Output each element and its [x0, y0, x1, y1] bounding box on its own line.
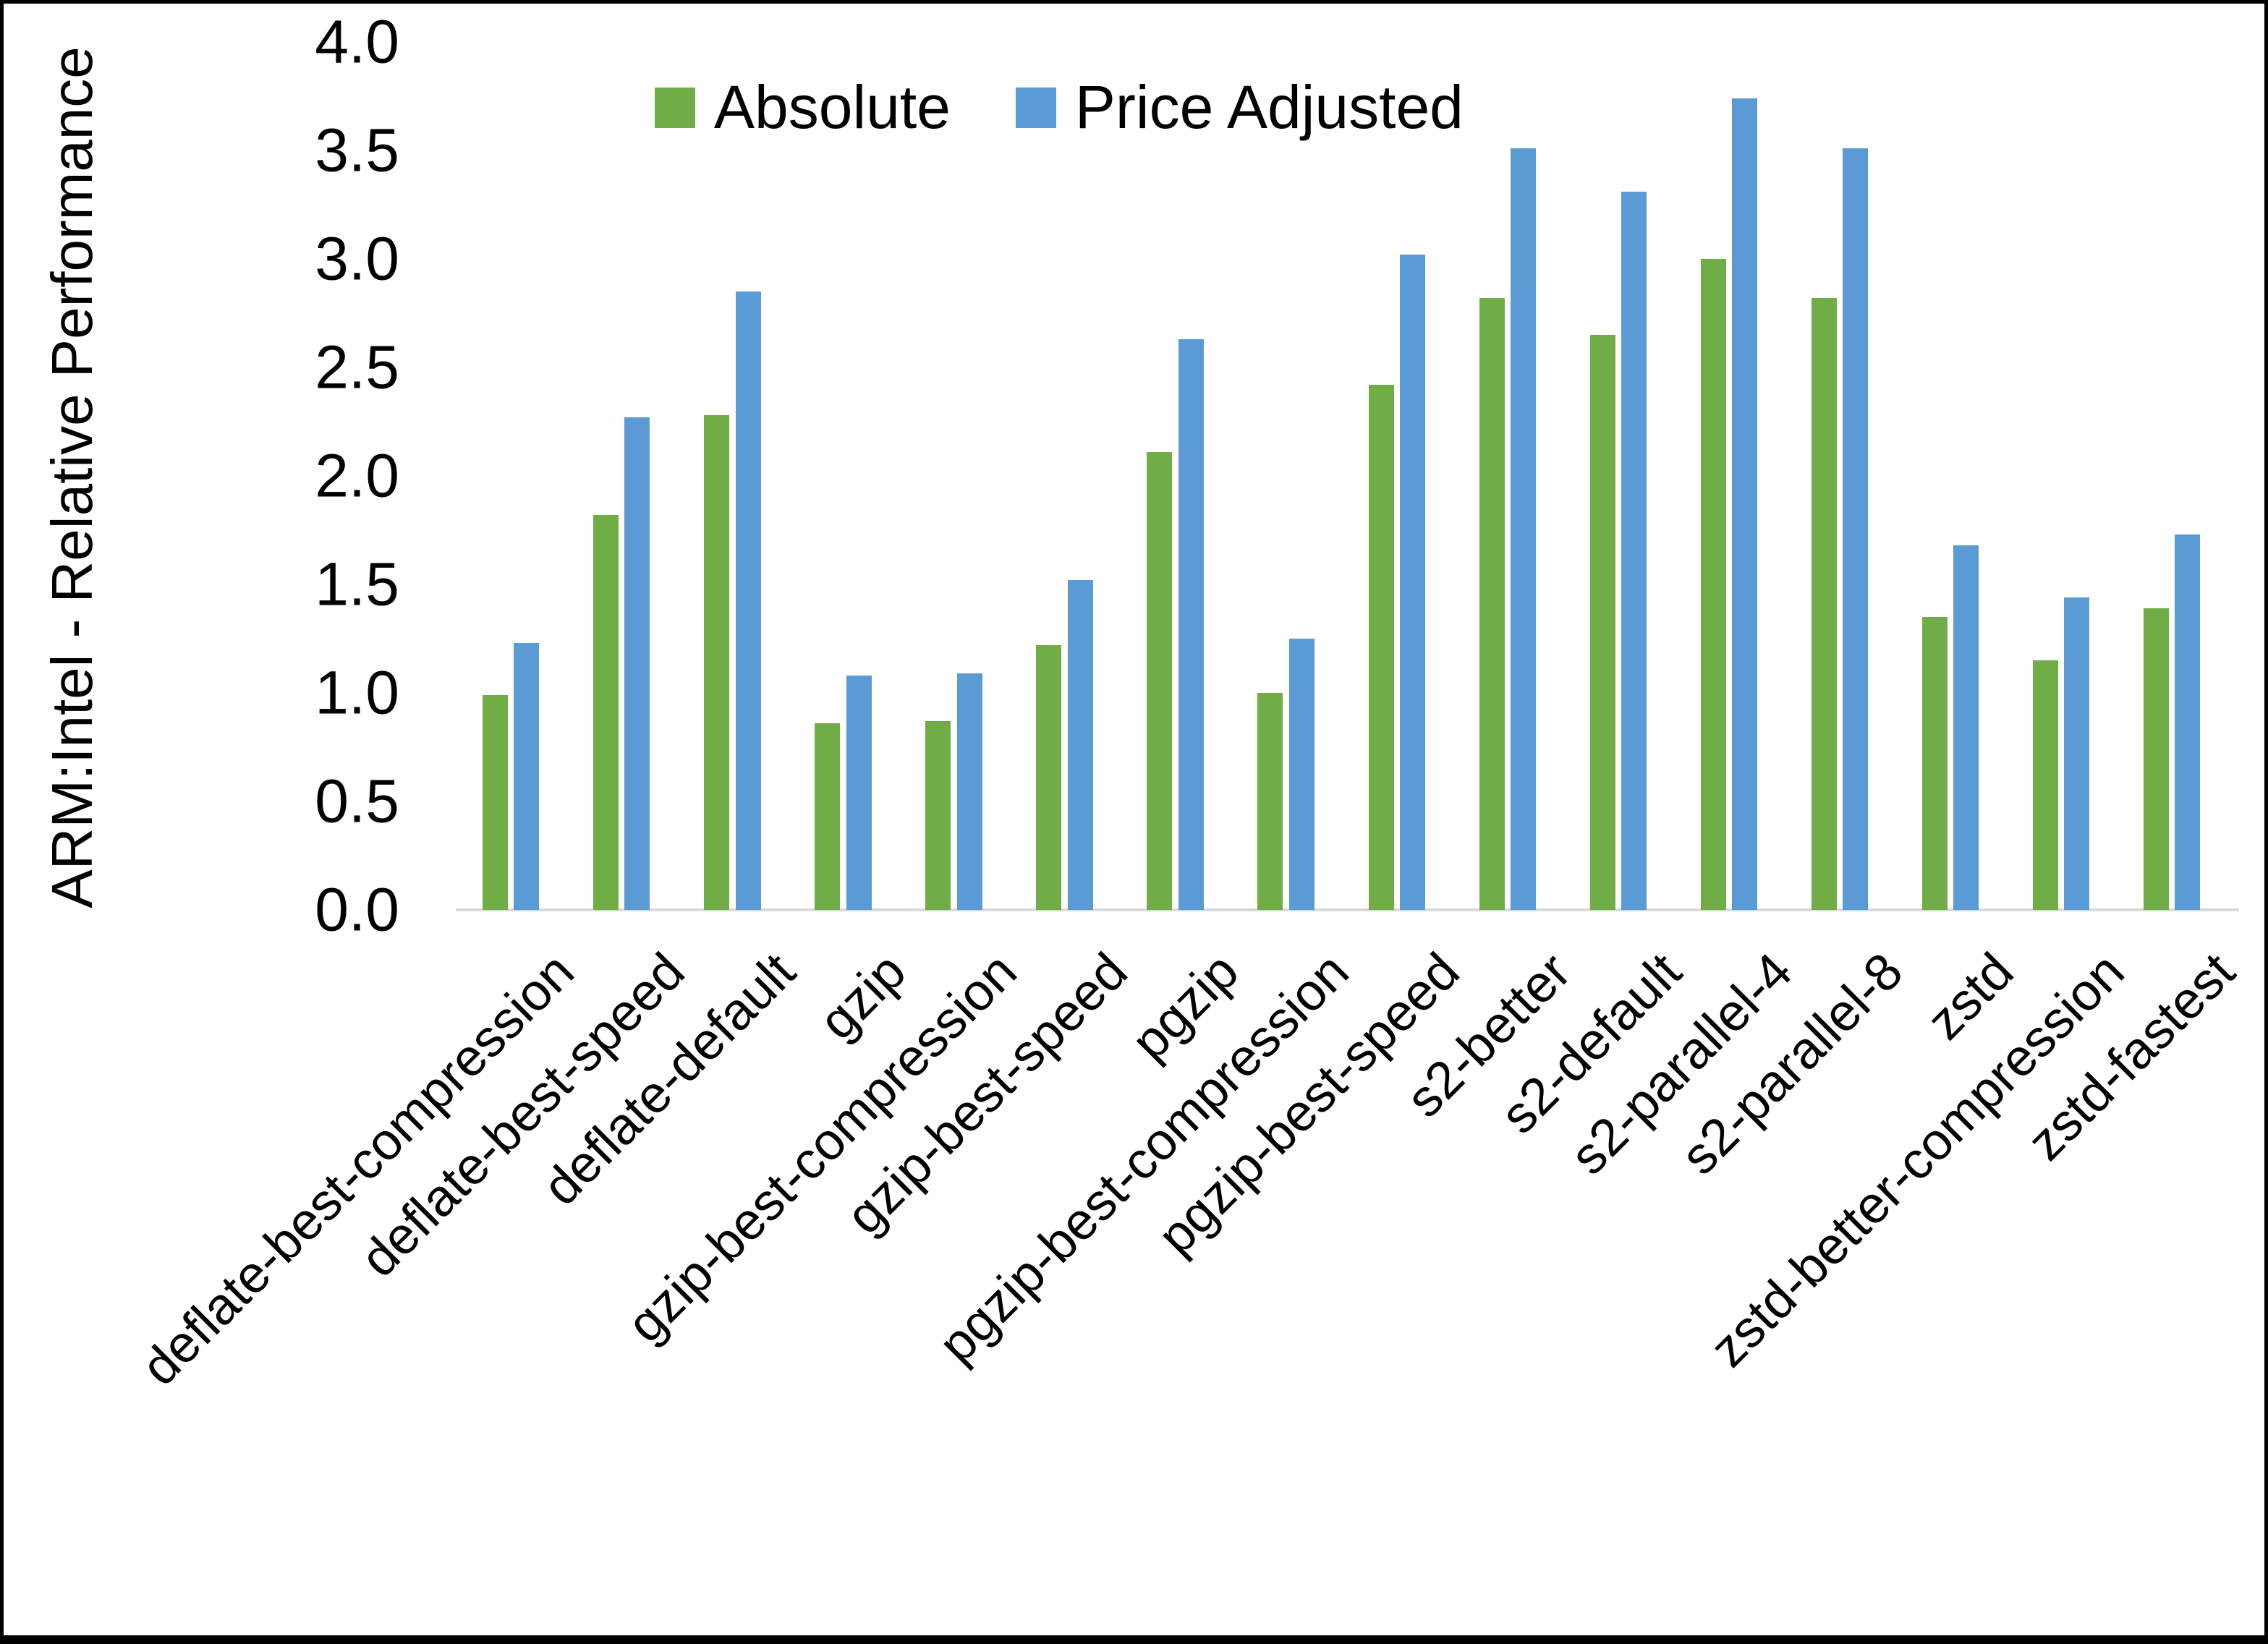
y-axis-tick-label: 0.5 — [315, 767, 399, 835]
bar-absolute-pgzip-best-compression — [1257, 693, 1283, 910]
bar-price-adjusted-gzip — [846, 676, 872, 910]
legend: Absolute Price Adjusted — [655, 72, 1464, 142]
y-axis-tick-label: 1.5 — [315, 550, 399, 618]
bar-price-adjusted-deflate-best-compression — [514, 643, 539, 910]
y-axis-title: ARM:Intel - Relative Performance — [40, 46, 104, 908]
bar-absolute-zstd-fastest — [2144, 608, 2169, 910]
bar-price-adjusted-gzip-best-compression — [957, 673, 982, 910]
bar-price-adjusted-pgzip — [1178, 339, 1204, 910]
bar-absolute-gzip — [815, 723, 840, 910]
y-axis-tick-label: 2.0 — [315, 441, 399, 510]
bar-absolute-s2-parallel-8 — [1812, 298, 1837, 910]
legend-label-absolute: Absolute — [714, 73, 951, 141]
bar-absolute-gzip-best-speed — [1036, 645, 1061, 910]
bar-price-adjusted-deflate-best-speed — [624, 417, 650, 910]
legend-swatch-absolute — [655, 87, 695, 128]
legend-swatch-price-adjusted — [1015, 87, 1056, 128]
bar-absolute-deflate-best-compression — [483, 695, 508, 910]
y-axis-tick-label: 0.0 — [315, 875, 399, 944]
legend-label-price-adjusted: Price Adjusted — [1074, 73, 1464, 141]
bar-absolute-deflate-default — [704, 415, 729, 910]
x-axis-label: deflate-best-compression — [130, 942, 585, 1397]
bar-price-adjusted-zstd-fastest — [2175, 534, 2200, 910]
bar-price-adjusted-gzip-best-speed — [1068, 580, 1093, 910]
bar-price-adjusted-s2-better — [1511, 148, 1536, 910]
bar-price-adjusted-pgzip-best-compression — [1289, 639, 1314, 910]
bar-absolute-deflate-best-speed — [593, 515, 619, 910]
y-axis-tick-label: 3.0 — [315, 224, 399, 293]
bar-absolute-s2-parallel-4 — [1701, 259, 1726, 910]
bar-absolute-pgzip — [1147, 452, 1172, 910]
x-axis-line — [456, 908, 2239, 911]
legend-entry-price-adjusted: Price Adjusted — [1015, 72, 1464, 142]
bar-absolute-zstd — [1922, 617, 1948, 910]
bar-price-adjusted-zstd — [1953, 545, 1979, 910]
bar-price-adjusted-zstd-better-compression — [2064, 597, 2089, 910]
y-axis-tick-label: 4.0 — [315, 7, 399, 76]
y-axis-tick-label: 1.0 — [315, 658, 399, 727]
bar-absolute-zstd-better-compression — [2033, 660, 2058, 910]
bar-price-adjusted-s2-parallel-8 — [1843, 148, 1868, 910]
bar-absolute-s2-default — [1590, 335, 1615, 910]
bar-absolute-pgzip-best-speed — [1369, 385, 1394, 910]
legend-entry-absolute: Absolute — [655, 72, 951, 142]
y-axis-tick-label: 2.5 — [315, 333, 399, 401]
bar-absolute-gzip-best-compression — [925, 721, 951, 910]
bar-price-adjusted-s2-parallel-4 — [1732, 98, 1757, 910]
bar-price-adjusted-s2-default — [1621, 192, 1647, 910]
bar-absolute-s2-better — [1479, 298, 1505, 910]
bar-price-adjusted-pgzip-best-speed — [1400, 255, 1425, 910]
y-axis-tick-label: 3.5 — [315, 116, 399, 184]
bar-price-adjusted-deflate-default — [736, 291, 761, 910]
